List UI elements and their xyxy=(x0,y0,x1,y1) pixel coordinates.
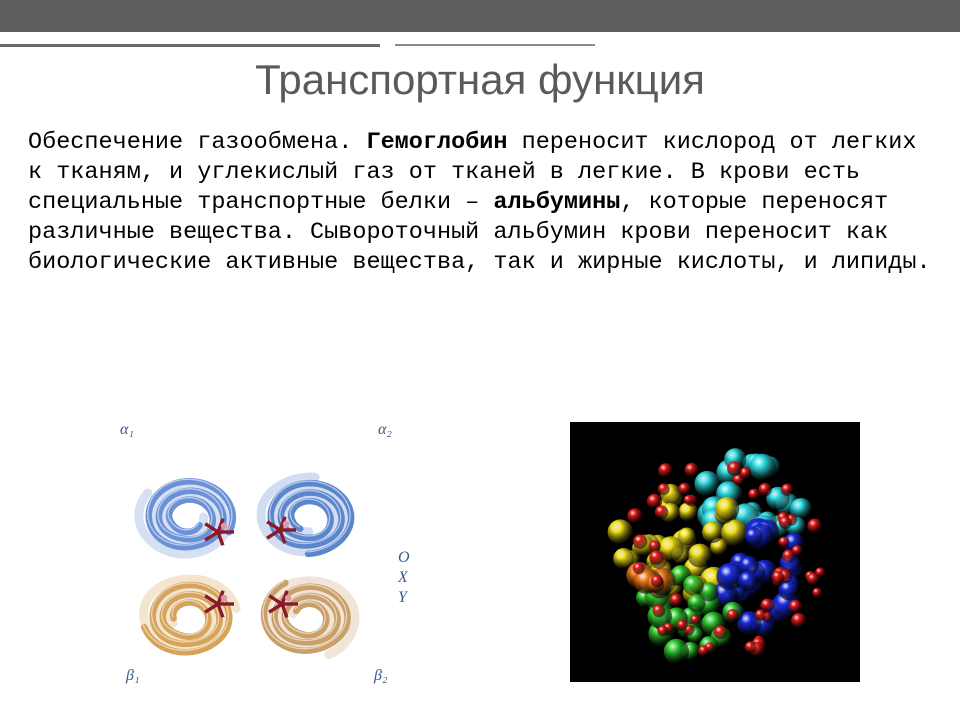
svg-text:β₁: β₁ xyxy=(125,667,140,684)
svg-text:O: O xyxy=(398,549,410,566)
accent-line xyxy=(0,44,380,47)
body-paragraph: Обеспечение газообмена. Гемоглобин перен… xyxy=(28,128,932,278)
svg-text:X: X xyxy=(397,569,409,586)
hemoglobin-spacefill-figure xyxy=(570,422,860,682)
accent-line-2 xyxy=(395,44,595,46)
svg-text:α₁: α₁ xyxy=(120,422,134,438)
top-bar xyxy=(0,0,960,32)
slide-title: Транспортная функция xyxy=(0,56,960,104)
svg-text:β₂: β₂ xyxy=(373,667,388,684)
svg-text:α₂: α₂ xyxy=(378,422,392,438)
hemoglobin-ribbon-figure: α₁ α₂ β₁ β₂ OXY xyxy=(78,422,418,702)
svg-text:Y: Y xyxy=(398,589,409,606)
figures-row: α₁ α₂ β₁ β₂ OXY xyxy=(0,422,960,722)
